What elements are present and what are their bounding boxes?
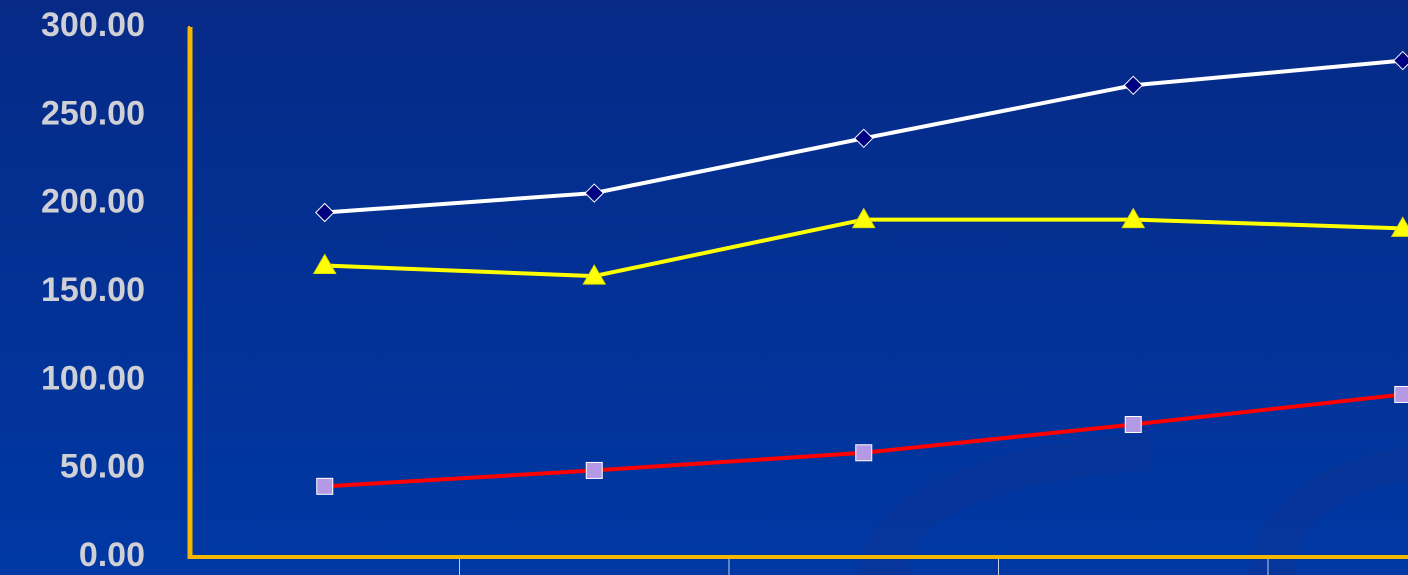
marker bbox=[1123, 75, 1143, 96]
marker bbox=[315, 202, 335, 223]
marker bbox=[1121, 207, 1146, 229]
y-tick-label: 0.00 bbox=[79, 536, 145, 574]
marker bbox=[312, 253, 337, 274]
marker bbox=[584, 183, 604, 203]
marker bbox=[316, 477, 334, 495]
decoration bbox=[1250, 445, 1408, 575]
marker bbox=[851, 207, 876, 229]
marker bbox=[1124, 416, 1142, 433]
y-tick-label: 200.00 bbox=[41, 183, 145, 221]
marker bbox=[1390, 216, 1408, 237]
marker bbox=[582, 264, 607, 285]
marker bbox=[1393, 50, 1408, 71]
y-tick-label: 100.00 bbox=[41, 359, 145, 397]
y-tick-label: 150.00 bbox=[41, 271, 145, 309]
y-tick-label: 50.00 bbox=[60, 448, 145, 486]
y-tick-label: 300.00 bbox=[41, 6, 145, 44]
decoration bbox=[860, 430, 1150, 575]
marker bbox=[1394, 385, 1408, 403]
marker bbox=[585, 461, 603, 479]
marker bbox=[855, 444, 873, 462]
marker bbox=[854, 128, 874, 149]
y-tick-label: 250.00 bbox=[41, 94, 145, 132]
